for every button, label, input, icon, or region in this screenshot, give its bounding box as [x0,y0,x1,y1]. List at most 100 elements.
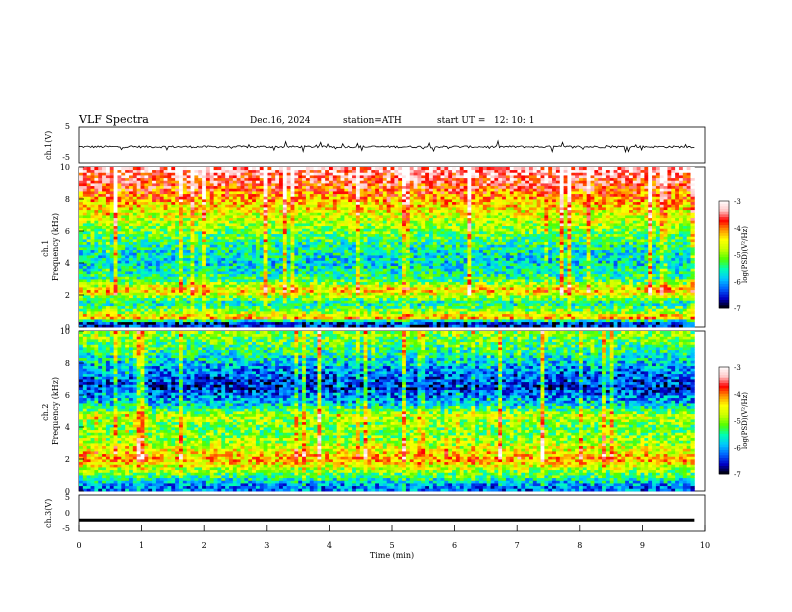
spectrogram-cell [148,255,152,258]
spectrogram-cell [494,324,498,327]
spectrogram-cell [348,244,352,247]
spectrogram-cell [114,300,118,303]
spectrogram-cell [214,271,218,274]
spectrogram-cell [283,266,287,269]
spectrogram-cell [475,282,479,285]
spectrogram-cell [652,271,656,274]
spectrogram-cell [648,324,652,327]
spectrogram-cell [464,247,468,250]
spectrogram-cell [321,263,325,266]
spectrogram-cell [148,250,152,253]
spectrogram-cell [552,284,556,287]
spectrogram-cell [167,298,171,301]
spectrogram-cell [494,247,498,250]
spectrogram-cell [275,292,279,295]
spectrogram-cell [287,250,291,253]
spectrogram-cell [410,298,414,301]
spectrogram-cell [314,250,318,253]
spectrogram-cell [271,266,275,269]
spectrogram-cell [541,244,545,247]
spectrogram-cell [506,260,510,263]
spectrogram-cell [248,324,252,327]
spectrogram-cell [367,306,371,309]
spectrogram-cell [394,319,398,322]
spectrogram-cell [414,244,418,247]
spectrogram-cell [179,255,183,258]
spectrogram-cell [264,284,268,287]
spectrogram-cell [91,306,95,309]
spectrogram-cell [514,303,518,306]
spectrogram-cell [191,282,195,285]
spectrogram-cell [414,314,418,317]
spectrogram-cell [129,268,133,271]
spectrogram-cell [529,271,533,274]
spectrogram-cell [683,252,687,255]
spectrogram-cell [91,300,95,303]
spectrogram-cell [356,290,360,293]
spectrogram-cell [517,284,521,287]
spectrogram-cell [264,298,268,301]
spectrogram-cell [656,279,660,282]
spectrogram-cell [425,324,429,327]
spectrogram-cell [275,244,279,247]
spectrogram-cell [221,298,225,301]
spectrogram-cell [510,266,514,269]
spectrogram-cell [506,266,510,269]
spectrogram-cell [360,252,364,255]
spectrogram-cell [114,284,118,287]
spectrogram-cell [510,322,514,325]
spectrogram-cell [571,308,575,311]
spectrogram-cell [206,298,210,301]
spectrogram-cell [241,252,245,255]
spectrogram-cell [614,244,618,247]
spectrogram-cell [506,287,510,290]
spectrogram-cell [514,311,518,314]
spectrogram-cell [106,244,110,247]
spectrogram-cell [517,274,521,277]
spectrogram-cell [341,244,345,247]
spectrogram-cell [141,282,145,285]
spectrogram-cell [652,282,656,285]
spectrogram-cell [494,271,498,274]
spectrogram-cell [183,322,187,325]
spectrogram-cell [675,250,679,253]
spectrogram-cell [214,260,218,263]
spectrogram-cell [179,247,183,250]
spectrogram-cell [206,322,210,325]
spectrogram-cell [633,258,637,261]
spectrogram-cell [575,295,579,298]
spectrogram-cell [241,284,245,287]
spectrogram-cell [160,324,164,327]
spectrogram-cell [675,303,679,306]
spectrogram-cell [510,282,514,285]
spectrogram-cell [114,287,118,290]
spectrogram-cell [606,295,610,298]
spectrogram-cell [264,255,268,258]
spectrogram-cell [344,324,348,327]
spectrogram-cell [187,263,191,266]
spectrogram-cell [364,324,368,327]
spectrogram-cell [248,287,252,290]
spectrogram-cell [79,308,83,311]
spectrogram-cell [444,258,448,261]
spectrogram-cell [283,322,287,325]
spectrogram-cell [410,279,414,282]
spectrogram-cell [233,258,237,261]
spectrogram-cell [275,284,279,287]
spectrogram-cell [429,271,433,274]
spectrogram-cell [371,292,375,295]
spectrogram-cell [452,276,456,279]
spectrogram-cell [314,308,318,311]
spectrogram-cell [298,244,302,247]
spectrogram-cell [83,306,87,309]
spectrogram-cell [533,263,537,266]
spectrogram-cell [321,284,325,287]
spectrogram-cell [679,287,683,290]
spectrogram-cell [98,268,102,271]
spectrogram-cell [198,287,202,290]
spectrogram-cell [502,322,506,325]
spectrogram-cell [87,255,91,258]
spectrogram-cell [671,314,675,317]
spectrogram-cell [487,298,491,301]
spectrogram-cell [167,295,171,298]
